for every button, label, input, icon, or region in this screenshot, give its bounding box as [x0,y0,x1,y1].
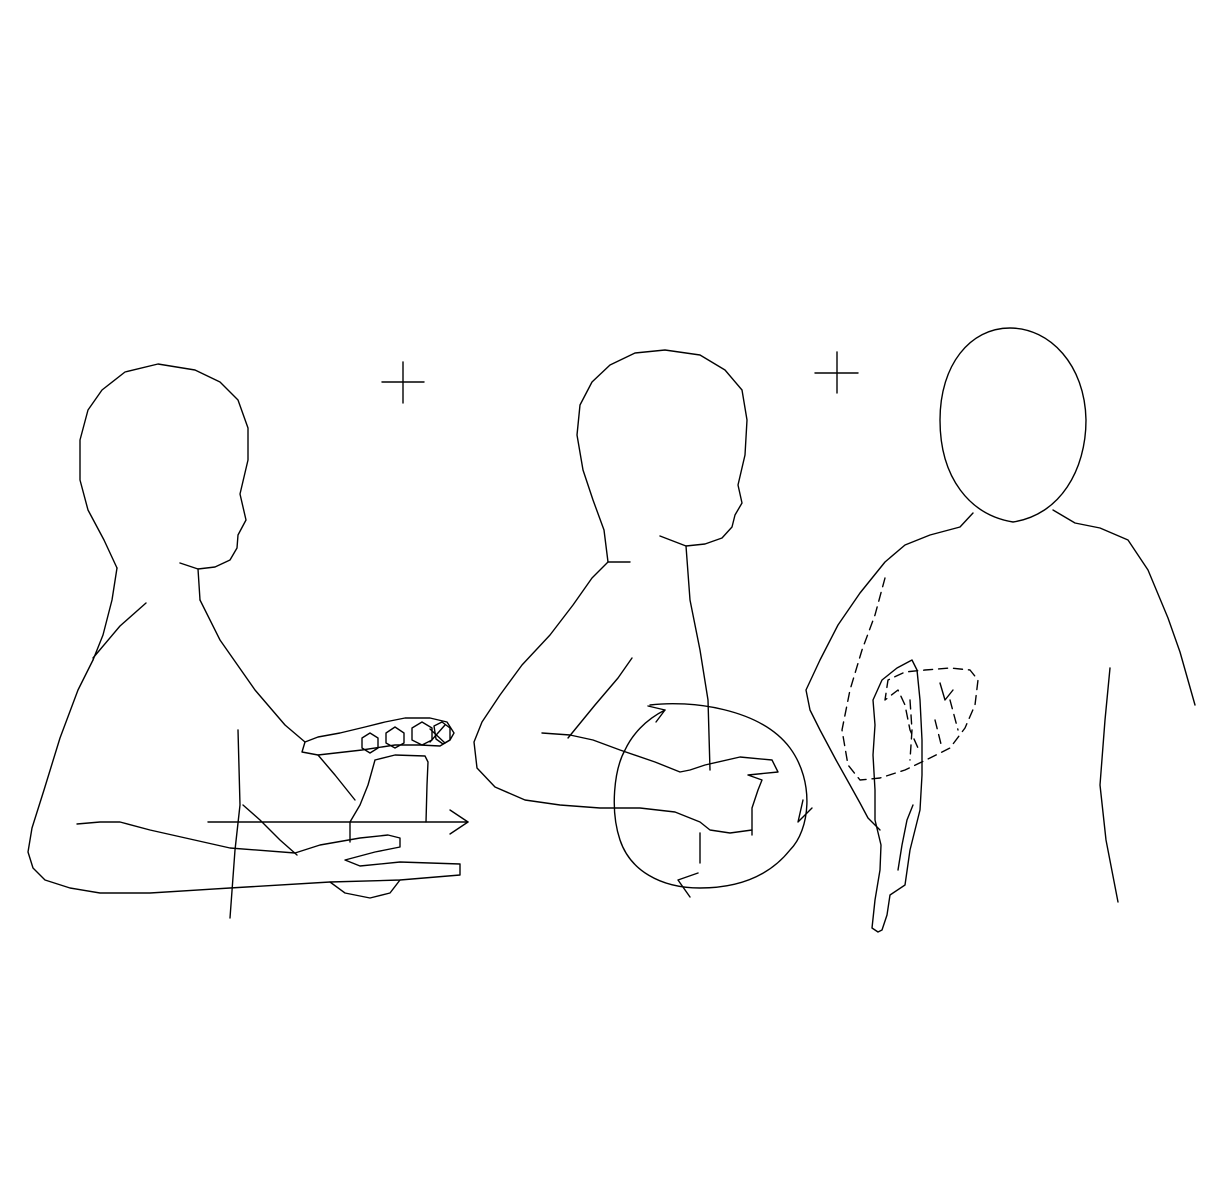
head-outline [576,349,748,563]
arm-crease [567,657,633,739]
knuckle-3 [411,721,433,746]
dominant-hand-outline [301,717,455,756]
head-outline [79,363,249,570]
elbow-crease [242,804,298,856]
head-outline [939,327,1087,523]
knuckle-4 [433,721,451,745]
back-line [92,567,118,661]
finger-line [897,804,914,871]
upper-arm-outline [27,659,461,894]
figure-panel-3 [805,327,1196,933]
neck-line [197,568,201,601]
right-shoulder-outline [1052,509,1196,706]
figure-panel-1 [27,361,469,919]
knuckle-cross [429,724,446,744]
right-torso-line [1099,667,1119,903]
body-front-line [317,754,356,801]
plus-marker-icon [381,361,425,404]
knuckle-1 [361,732,379,754]
knuckle-2 [385,726,405,749]
figure-panel-2 [473,349,813,898]
dashed-circular-motion-icon [841,577,979,781]
shoulder-line [92,602,147,659]
arrow-right-icon [207,809,469,835]
hand-outline [871,659,923,933]
hand-under-arm [329,879,401,899]
shoulder-line [473,561,779,834]
shoulders-outline [805,512,974,831]
torso-center-line [229,729,241,919]
neck-line [685,545,711,771]
plus-marker-icon [814,351,859,394]
circular-arrow-icon [613,702,813,898]
fist-block [349,754,429,843]
chest-line [199,599,306,743]
